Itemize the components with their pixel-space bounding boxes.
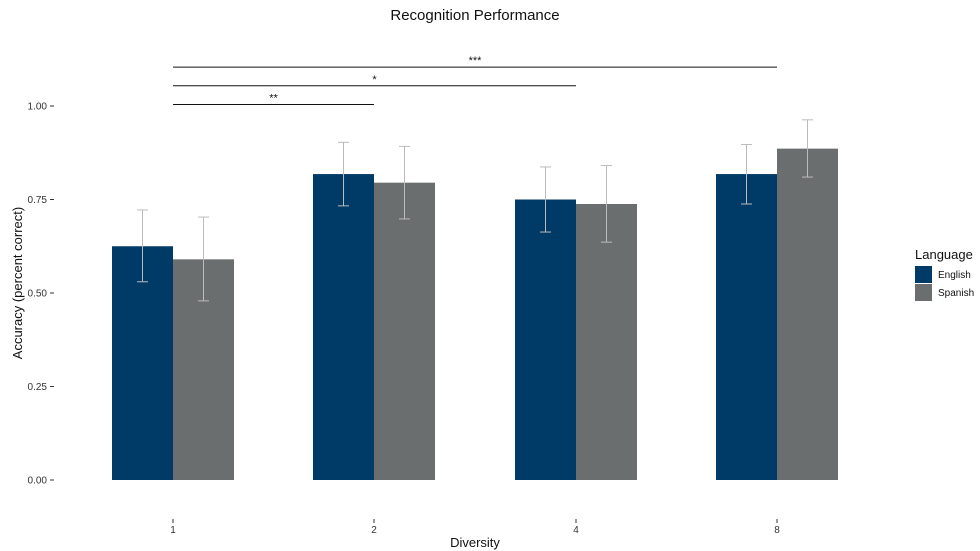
bar-english-1 <box>112 246 173 480</box>
y-tick-label: 0.50 <box>28 289 48 300</box>
error-bar-english-4 <box>540 166 551 233</box>
bars <box>112 148 838 481</box>
legend-title: Language <box>915 247 973 262</box>
bar-spanish-4 <box>576 203 637 480</box>
error-bar-spanish-2 <box>399 145 410 220</box>
bar-spanish-2 <box>374 182 435 481</box>
bar-spanish-8 <box>777 148 838 481</box>
error-bar-english-2 <box>338 141 349 207</box>
y-tick-label: 0.75 <box>28 195 48 206</box>
x-tick-label: 1 <box>170 525 176 536</box>
legend-label-english: English <box>938 270 971 281</box>
error-bar-spanish-1 <box>198 216 209 302</box>
legend: Language English Spanish <box>915 247 974 301</box>
x-tick-label: 2 <box>371 525 377 536</box>
y-tick-label: 0.25 <box>28 382 48 393</box>
legend-swatch-english <box>915 266 932 283</box>
error-bar-english-8 <box>741 144 752 205</box>
chart-title: Recognition Performance <box>390 7 559 24</box>
bar-english-8 <box>716 174 777 480</box>
significance-label: ** <box>269 93 278 105</box>
error-bar-english-1 <box>137 209 148 283</box>
x-tick-label: 4 <box>573 525 579 536</box>
significance-label: *** <box>469 55 483 67</box>
significance-label: * <box>372 74 377 86</box>
y-tick-label: 1.00 <box>28 102 48 113</box>
error-bars <box>137 119 813 302</box>
x-axis: 1 2 4 8 <box>170 519 780 536</box>
x-axis-title: Diversity <box>450 535 500 550</box>
error-bar-spanish-8 <box>802 119 813 178</box>
bar-english-2 <box>313 174 374 480</box>
legend-label-spanish: Spanish <box>938 288 974 299</box>
y-axis: 0.00 0.25 0.50 0.75 1.00 <box>28 102 54 487</box>
error-bar-spanish-4 <box>601 164 612 243</box>
x-tick-label: 8 <box>774 525 780 536</box>
y-axis-title: Accuracy (percent correct) <box>10 207 25 359</box>
bar-english-4 <box>515 199 576 480</box>
significance-brackets: ****** <box>173 55 777 105</box>
y-tick-label: 0.00 <box>28 476 48 487</box>
legend-swatch-spanish <box>915 284 932 301</box>
